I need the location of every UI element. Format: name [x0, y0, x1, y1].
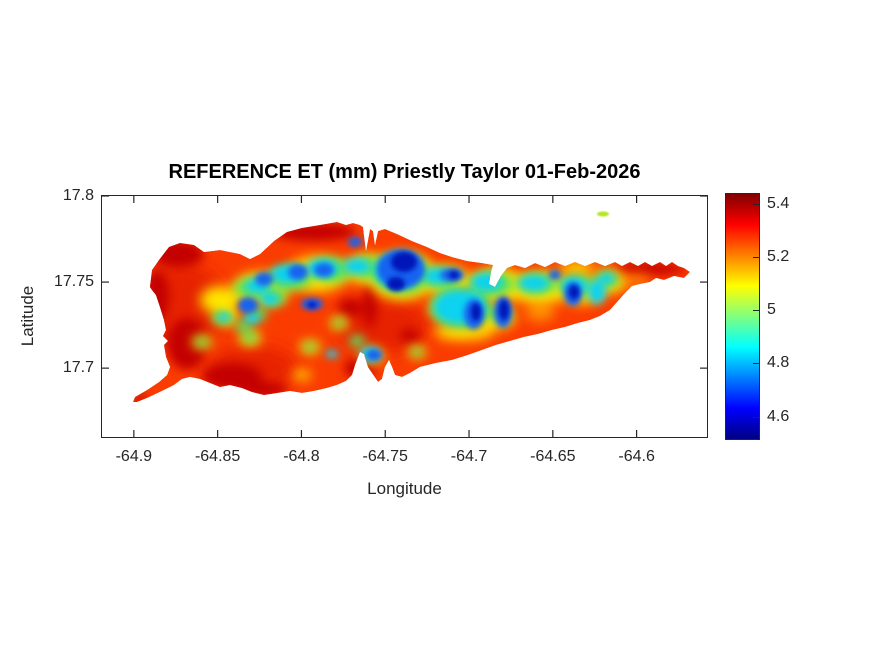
y-tick-label: 17.75	[53, 273, 94, 291]
x-tick-label: -64.85	[194, 448, 241, 465]
colorbar	[725, 193, 760, 440]
colorbar-gradient	[726, 194, 759, 439]
island-field	[133, 222, 690, 402]
axis-ticks	[102, 196, 707, 437]
colorbar-tick-label: 4.8	[767, 354, 790, 372]
x-axis-label: Longitude	[367, 479, 442, 498]
x-tick-label: -64.7	[450, 448, 488, 465]
y-tick-label: 17.7	[62, 359, 94, 377]
x-tick-label: -64.9	[115, 448, 153, 465]
colorbar-tick	[753, 256, 759, 258]
colorbar-tick-label: 5	[767, 301, 776, 319]
island-heatmap	[102, 196, 707, 437]
x-tick-label: -64.6	[618, 448, 655, 465]
plot-area	[101, 195, 708, 438]
x-tick-label: -64.75	[362, 448, 408, 465]
islet	[597, 211, 609, 217]
y-tick-label: 17.8	[62, 187, 94, 204]
colorbar-tick-label: 5.2	[767, 247, 790, 265]
y-axis-label: Latitude	[18, 285, 37, 347]
x-tick-label: -64.8	[283, 448, 320, 465]
x-tick-label: -64.65	[530, 448, 576, 465]
colorbar-tick	[753, 203, 759, 205]
colorbar-tick-label: 5.4	[767, 194, 790, 212]
chart-title: REFERENCE ET (mm) Priestly Taylor 01-Feb…	[168, 161, 641, 183]
colorbar-tick	[753, 416, 759, 418]
colorbar-tick	[753, 310, 759, 312]
colorbar-tick-label: 4.6	[767, 407, 790, 425]
colorbar-tick	[753, 363, 759, 365]
